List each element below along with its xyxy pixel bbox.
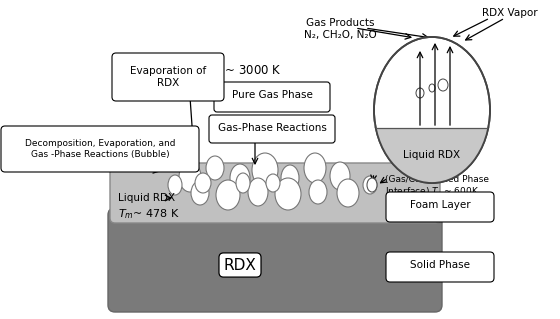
Ellipse shape bbox=[191, 181, 209, 205]
Ellipse shape bbox=[275, 178, 301, 210]
Ellipse shape bbox=[236, 173, 250, 193]
FancyBboxPatch shape bbox=[386, 252, 494, 282]
Ellipse shape bbox=[429, 84, 435, 92]
Text: $T_m$~ 478 K: $T_m$~ 478 K bbox=[118, 207, 180, 221]
Ellipse shape bbox=[252, 153, 278, 187]
Text: Liquid RDX: Liquid RDX bbox=[403, 150, 460, 160]
Text: Pure Gas Phase: Pure Gas Phase bbox=[232, 90, 312, 100]
FancyBboxPatch shape bbox=[110, 163, 440, 223]
Text: Gas-Phase Reactions: Gas-Phase Reactions bbox=[218, 123, 326, 133]
Ellipse shape bbox=[216, 180, 240, 210]
Ellipse shape bbox=[266, 174, 280, 192]
Text: Liquid RDX: Liquid RDX bbox=[118, 193, 175, 203]
Ellipse shape bbox=[438, 79, 448, 91]
Polygon shape bbox=[374, 110, 490, 183]
Ellipse shape bbox=[206, 156, 224, 180]
Text: Evaporation of
RDX: Evaporation of RDX bbox=[130, 66, 206, 88]
Ellipse shape bbox=[248, 178, 268, 206]
FancyBboxPatch shape bbox=[214, 82, 330, 112]
Ellipse shape bbox=[337, 179, 359, 207]
Ellipse shape bbox=[168, 175, 182, 195]
Text: Solid Phase: Solid Phase bbox=[410, 260, 470, 270]
Ellipse shape bbox=[195, 173, 211, 193]
Ellipse shape bbox=[374, 37, 490, 183]
Ellipse shape bbox=[281, 165, 299, 191]
Ellipse shape bbox=[179, 162, 201, 192]
Text: Gas Products
N₂, CH₂O, N₂O: Gas Products N₂, CH₂O, N₂O bbox=[304, 18, 376, 40]
FancyBboxPatch shape bbox=[209, 115, 335, 143]
Ellipse shape bbox=[416, 88, 424, 98]
Ellipse shape bbox=[309, 180, 327, 204]
Ellipse shape bbox=[367, 178, 377, 192]
FancyBboxPatch shape bbox=[108, 208, 442, 312]
Ellipse shape bbox=[330, 162, 350, 190]
Text: RDX Vapor: RDX Vapor bbox=[482, 8, 538, 18]
Text: (Gas/Condensed Phase
Interface) $T_s$ ~ 600K: (Gas/Condensed Phase Interface) $T_s$ ~ … bbox=[385, 175, 489, 198]
FancyBboxPatch shape bbox=[1, 126, 199, 172]
Text: Foam Layer: Foam Layer bbox=[410, 200, 470, 210]
Ellipse shape bbox=[304, 153, 326, 183]
Text: Decomposition, Evaporation, and
Gas -Phase Reactions (Bubble): Decomposition, Evaporation, and Gas -Pha… bbox=[25, 139, 175, 159]
Text: $T_g$ ~ 3000 K: $T_g$ ~ 3000 K bbox=[208, 63, 282, 80]
Ellipse shape bbox=[230, 164, 250, 192]
Text: RDX: RDX bbox=[223, 257, 256, 272]
FancyBboxPatch shape bbox=[386, 192, 494, 222]
Ellipse shape bbox=[363, 176, 377, 194]
FancyBboxPatch shape bbox=[112, 53, 224, 101]
